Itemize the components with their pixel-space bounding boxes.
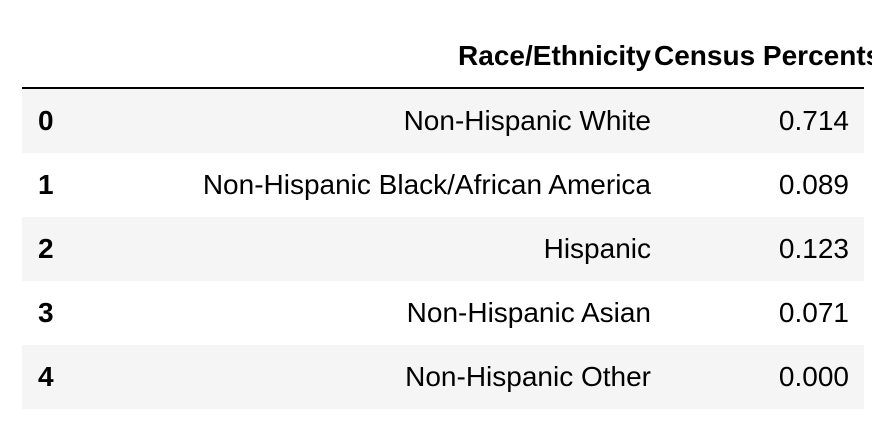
- row-index: 4: [38, 361, 54, 392]
- census-percent-cell: 0.000: [778, 361, 849, 392]
- header-row: Race/Ethnicity Census Percents: [22, 24, 872, 89]
- table-row: 4 Non-Hispanic Other 0.000: [22, 345, 864, 409]
- index-column-header: [22, 24, 80, 89]
- dataframe-output: Race/Ethnicity Census Percents 0 Non-His…: [22, 24, 872, 409]
- table-row: 3 Non-Hispanic Asian 0.071: [22, 281, 864, 345]
- row-index: 0: [38, 105, 54, 136]
- race-ethnicity-cell: Hispanic: [543, 233, 651, 264]
- table-body: 0 Non-Hispanic White 0.714 1 Non-Hispani…: [22, 88, 864, 409]
- race-ethnicity-cell: Non-Hispanic White: [403, 105, 651, 136]
- table-row: 0 Non-Hispanic White 0.714: [22, 88, 864, 153]
- census-percent-cell: 0.714: [778, 105, 849, 136]
- table-row: 1 Non-Hispanic Black/African America 0.0…: [22, 153, 864, 217]
- table-header: Race/Ethnicity Census Percents: [22, 24, 872, 89]
- race-ethnicity-column-header: Race/Ethnicity: [80, 24, 654, 89]
- row-index: 2: [38, 233, 54, 264]
- race-ethnicity-cell: Non-Hispanic Black/African America: [202, 169, 651, 200]
- race-ethnicity-cell: Non-Hispanic Other: [405, 361, 651, 392]
- race-ethnicity-cell: Non-Hispanic Asian: [406, 297, 651, 328]
- census-percent-cell: 0.089: [778, 169, 849, 200]
- census-percent-cell: 0.123: [778, 233, 849, 264]
- census-percent-cell: 0.071: [778, 297, 849, 328]
- row-index: 1: [38, 169, 54, 200]
- row-index: 3: [38, 297, 54, 328]
- table-row: 2 Hispanic 0.123: [22, 217, 864, 281]
- dataframe-table: Race/Ethnicity Census Percents 0 Non-His…: [22, 24, 872, 409]
- census-percents-column-header: Census Percents: [654, 24, 872, 89]
